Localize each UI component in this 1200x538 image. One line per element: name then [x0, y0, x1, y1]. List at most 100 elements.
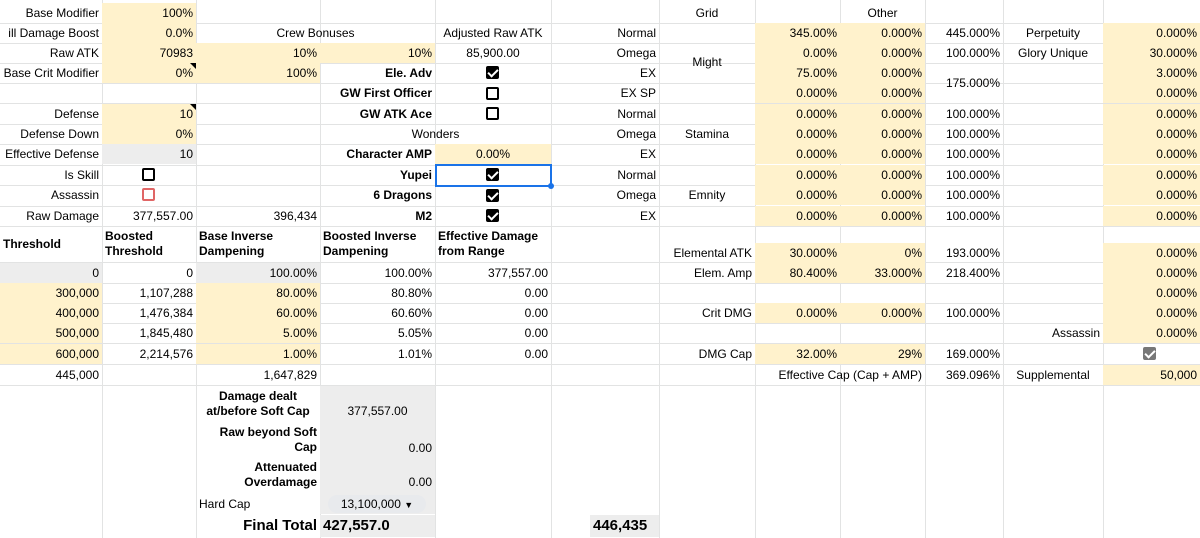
right-value[interactable]: 0.000% [1103, 263, 1200, 283]
base-dampening-cell[interactable]: 80.00% [196, 283, 320, 303]
assassin-checkbox[interactable] [142, 188, 155, 201]
right-value[interactable]: 0.000% [1103, 303, 1200, 323]
defense-value[interactable]: 10 [102, 104, 196, 124]
raw-beyond-label: Raw beyond Soft Cap [219, 425, 317, 454]
grid-total: 100.000% [945, 168, 1000, 182]
boosted-threshold-cell: 1,476,384 [139, 306, 193, 320]
grid-value[interactable]: 0.000% [840, 185, 925, 205]
crew-bonus-2[interactable]: 10% [320, 43, 435, 63]
effective-defense-value: 10 [102, 144, 196, 164]
raw-atk-value[interactable]: 70983 [102, 43, 196, 63]
grid-value[interactable]: 345.00% [755, 23, 840, 43]
character-amp-value[interactable]: 0.00% [435, 144, 551, 164]
boosted-dampening-cell: 100.00% [384, 266, 432, 280]
boosted-dampening-cell: 1.01% [397, 347, 432, 361]
base-dampening-cell[interactable]: 60.00% [196, 303, 320, 323]
selection-fill-handle[interactable] [548, 183, 554, 189]
final-total-alt: 446,435 [590, 515, 659, 537]
ele-adv-checkbox[interactable] [486, 66, 499, 79]
grid-total: 100.000% [945, 209, 1000, 223]
perpetuity-value[interactable]: 0.000% [1103, 23, 1200, 43]
grid-value[interactable]: 0.000% [755, 83, 840, 103]
threshold-cell[interactable]: 300,000 [0, 283, 102, 303]
elemental-atk-v1[interactable]: 30.000% [755, 243, 840, 263]
glory-unique-value[interactable]: 30.000% [1103, 43, 1200, 63]
grid-value[interactable]: 0.000% [840, 43, 925, 63]
supplemental-label: Supplemental [1016, 368, 1090, 382]
dmg-cap-v2[interactable]: 29% [840, 344, 925, 364]
right-value[interactable]: 0.000% [1103, 283, 1200, 303]
gw-first-officer-checkbox[interactable] [486, 87, 499, 100]
hard-cap-dropdown[interactable]: 13,100,000 ▼ [328, 495, 426, 513]
elemental-atk-v2[interactable]: 0% [840, 243, 925, 263]
grid-value[interactable]: 75.00% [755, 63, 840, 83]
grid-value[interactable]: 0.00% [755, 43, 840, 63]
six-dragons-checkbox[interactable] [486, 189, 499, 202]
right-value[interactable]: 0.000% [1103, 185, 1200, 205]
threshold-cell[interactable]: 600,000 [0, 344, 102, 364]
grid-value[interactable]: 0.000% [755, 206, 840, 226]
grid-value[interactable]: 0.000% [755, 165, 840, 185]
elem-amp-v1[interactable]: 80.400% [755, 263, 840, 283]
gw-atk-ace-checkbox[interactable] [486, 107, 499, 120]
grid-value[interactable]: 0.000% [840, 165, 925, 185]
effective-damage-cell: 0.00 [524, 286, 548, 300]
skill-damage-boost-value[interactable]: 0.0% [102, 23, 196, 43]
right-value[interactable]: 3.000% [1103, 63, 1200, 83]
dmg-cap-v1[interactable]: 32.00% [755, 344, 840, 364]
right-value[interactable]: 0.000% [1103, 83, 1200, 103]
elem-amp-v2[interactable]: 33.000% [840, 263, 925, 283]
right-value[interactable]: 0.000% [1103, 144, 1200, 164]
cell-note-marker [190, 63, 196, 69]
right-value[interactable]: 0.000% [1103, 165, 1200, 185]
base-dampening-cell[interactable]: 5.00% [196, 323, 320, 343]
other-header: Other [867, 6, 898, 20]
crew-bonus-1[interactable]: 10% [196, 43, 320, 63]
grid-value[interactable]: 0.000% [840, 63, 925, 83]
grid-type-label: Normal [617, 107, 656, 121]
is-skill-checkbox[interactable] [142, 168, 155, 181]
adjusted-raw-atk-label: Adjusted Raw ATK [443, 26, 543, 40]
base-dampening-cell[interactable]: 1.00% [196, 344, 320, 364]
right-value[interactable]: 0.000% [1103, 243, 1200, 263]
grid-value[interactable]: 0.000% [840, 124, 925, 144]
threshold-cell[interactable]: 500,000 [0, 323, 102, 343]
base-crit-modifier-value[interactable]: 0% [102, 63, 196, 83]
grid-value[interactable]: 0.000% [840, 206, 925, 226]
base-modifier-value[interactable]: 100% [102, 3, 196, 23]
right-value[interactable]: 0.000% [1103, 124, 1200, 144]
grid-value[interactable]: 0.000% [755, 124, 840, 144]
grid-type-label: EX [639, 209, 656, 223]
might-label: Might [692, 55, 722, 69]
m2-checkbox[interactable] [486, 209, 499, 222]
yupei-checkbox[interactable] [486, 168, 499, 181]
grid-value[interactable]: 0.000% [755, 104, 840, 124]
effective-damage-cell: 0.00 [524, 347, 548, 361]
crit-dmg-v1[interactable]: 0.000% [755, 303, 840, 323]
grid-value[interactable]: 0.000% [755, 185, 840, 205]
assassin-right-checkbox[interactable] [1143, 347, 1156, 360]
grid-type-label: Omega [616, 46, 656, 60]
grid-value[interactable]: 0.000% [840, 23, 925, 43]
crit-dmg-v2[interactable]: 0.000% [840, 303, 925, 323]
cell-note-marker [190, 104, 196, 110]
crew-bonus-3[interactable]: 100% [196, 63, 320, 83]
grid-value[interactable]: 0.000% [755, 144, 840, 164]
assassin-label: Assassin [50, 188, 99, 202]
grid-value[interactable]: 0.000% [840, 144, 925, 164]
assassin-right-label: Assassin [1051, 326, 1100, 340]
grid-type-label: Omega [616, 127, 656, 141]
grid-total: 175.000% [945, 76, 1000, 90]
assassin-right-value[interactable]: 0.000% [1103, 323, 1200, 343]
right-value[interactable]: 0.000% [1103, 104, 1200, 124]
base-dampening-cell: 100.00% [196, 263, 320, 283]
right-value[interactable]: 0.000% [1103, 206, 1200, 226]
supplemental-value[interactable]: 50,000 [1103, 365, 1200, 385]
grid-value[interactable]: 0.000% [840, 83, 925, 103]
grid-value[interactable]: 0.000% [840, 104, 925, 124]
attenuated-label: Attenuated Overdamage [244, 460, 317, 489]
defense-down-value[interactable]: 0% [102, 124, 196, 144]
effective-damage-header: Effective Damage from Range [438, 229, 539, 258]
threshold-cell[interactable]: 400,000 [0, 303, 102, 323]
